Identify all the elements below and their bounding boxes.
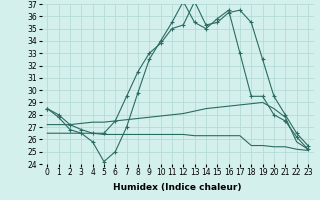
X-axis label: Humidex (Indice chaleur): Humidex (Indice chaleur) <box>113 183 242 192</box>
